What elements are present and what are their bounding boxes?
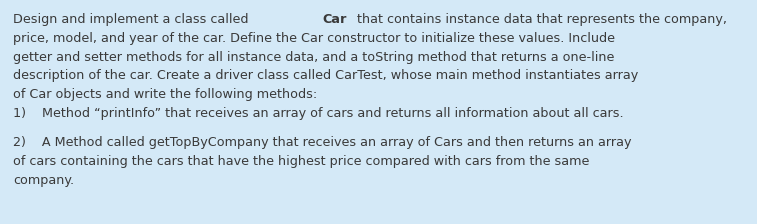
- Text: description of the car. Create a driver class called CarTest, whose main method : description of the car. Create a driver …: [13, 69, 638, 82]
- Text: getter and setter methods for all instance data, and a toString method that retu: getter and setter methods for all instan…: [13, 51, 614, 64]
- Text: that contains instance data that represents the company,: that contains instance data that represe…: [354, 13, 727, 26]
- Text: 1)    Method “printInfo” that receives an array of cars and returns all informat: 1) Method “printInfo” that receives an a…: [13, 107, 624, 120]
- Text: Car: Car: [322, 13, 346, 26]
- Text: of cars containing the cars that have the highest price compared with cars from : of cars containing the cars that have th…: [13, 155, 589, 168]
- Text: company.: company.: [13, 174, 74, 187]
- Text: of Car objects and write the following methods:: of Car objects and write the following m…: [13, 88, 317, 101]
- Text: 2)    A Method called getTopByCompany that receives an array of Cars and then re: 2) A Method called getTopByCompany that …: [13, 136, 631, 149]
- Text: price, model, and year of the car. Define the Car constructor to initialize thes: price, model, and year of the car. Defin…: [13, 32, 615, 45]
- Text: Design and implement a class called: Design and implement a class called: [13, 13, 252, 26]
